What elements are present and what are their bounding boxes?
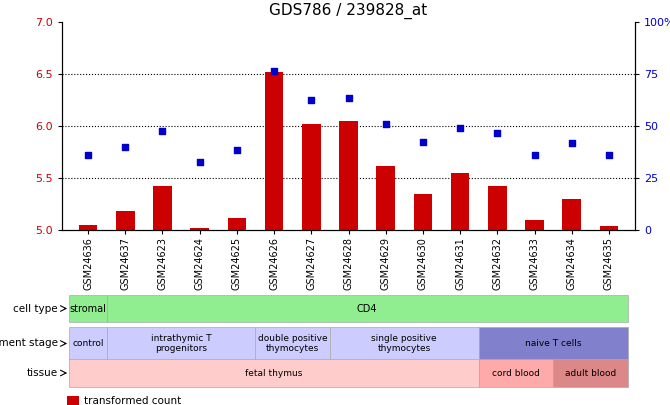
Bar	[70, 327, 107, 360]
Point	[120, 143, 131, 150]
Bar	[70, 359, 479, 387]
Point	[269, 68, 279, 74]
Text: fetal thymus: fetal thymus	[245, 369, 303, 377]
Bar	[79, 225, 97, 230]
Point	[566, 139, 577, 146]
Point	[194, 159, 205, 166]
Bar	[255, 327, 330, 360]
Bar	[525, 220, 544, 230]
Bar	[330, 327, 479, 360]
Bar	[107, 327, 255, 360]
Point	[306, 97, 317, 103]
Text: intrathymic T
progenitors: intrathymic T progenitors	[151, 334, 211, 353]
Point	[529, 152, 540, 158]
Text: cord blood: cord blood	[492, 369, 540, 377]
Bar	[562, 199, 581, 230]
Bar	[479, 327, 628, 360]
Text: naive T cells: naive T cells	[525, 339, 582, 348]
Bar	[479, 359, 553, 387]
Bar	[339, 121, 358, 230]
Text: CD4: CD4	[357, 303, 377, 313]
Bar	[302, 124, 320, 230]
Bar	[488, 186, 507, 230]
Bar	[600, 226, 618, 230]
Text: double positive
thymocytes: double positive thymocytes	[258, 334, 328, 353]
Text: tissue: tissue	[27, 368, 58, 378]
Point	[232, 147, 243, 153]
Bar	[190, 228, 209, 230]
Text: stromal: stromal	[70, 303, 107, 313]
Point	[455, 125, 466, 131]
Text: adult blood: adult blood	[565, 369, 616, 377]
Bar	[413, 194, 432, 230]
Title: GDS786 / 239828_at: GDS786 / 239828_at	[269, 3, 427, 19]
Text: development stage: development stage	[0, 339, 58, 348]
Point	[381, 121, 391, 127]
Point	[343, 95, 354, 101]
Text: single positive
thymocytes: single positive thymocytes	[371, 334, 437, 353]
Bar	[153, 186, 172, 230]
Text: control: control	[72, 339, 104, 348]
Point	[157, 128, 168, 134]
Point	[492, 130, 502, 136]
Bar	[70, 295, 107, 322]
Bar	[116, 211, 135, 230]
Point	[417, 139, 428, 145]
Text: transformed count: transformed count	[84, 396, 181, 405]
Bar	[228, 217, 246, 230]
Bar	[265, 72, 283, 230]
Bar	[377, 166, 395, 230]
Bar	[553, 359, 628, 387]
Bar	[451, 173, 470, 230]
Bar	[66, 396, 79, 405]
Point	[82, 152, 93, 158]
Point	[604, 152, 614, 158]
Text: cell type: cell type	[13, 303, 58, 313]
